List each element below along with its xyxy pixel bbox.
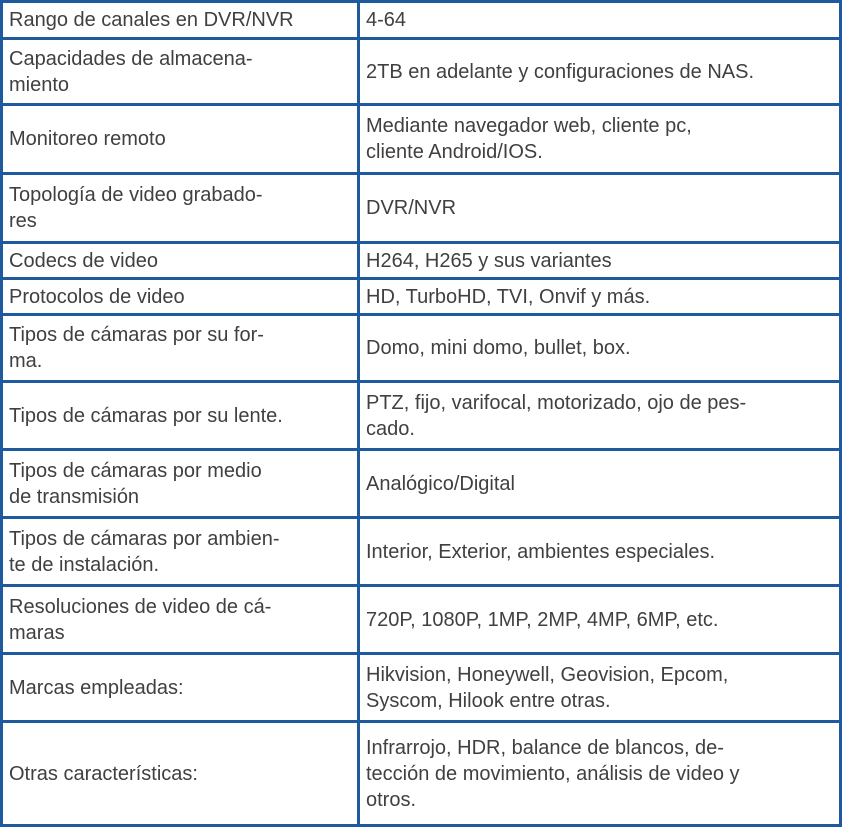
row-value: PTZ, fijo, varifocal, motorizado, ojo de… (357, 380, 842, 451)
table-row: Rango de canales en DVR/NVR 4-64 (0, 0, 842, 40)
table-row: Tipos de cámaras por su for- ma. Domo, mi… (0, 313, 842, 383)
row-label: Resoluciones de video de cá- maras (0, 584, 360, 655)
row-label: Monitoreo remoto (0, 103, 360, 175)
row-value: Analógico/Digital (357, 448, 842, 519)
row-label: Codecs de video (0, 241, 360, 280)
row-label: Protocolos de video (0, 277, 360, 316)
table-row: Marcas empleadas: Hikvision, Honeywell, G… (0, 652, 842, 723)
row-value: DVR/NVR (357, 172, 842, 244)
row-label: Tipos de cámaras por medio de transmisió… (0, 448, 360, 519)
row-value: HD, TurboHD, TVI, Onvif y más. (357, 277, 842, 316)
table-row: Topología de video grabado- res DVR/NVR (0, 172, 842, 244)
row-label: Tipos de cámaras por su lente. (0, 380, 360, 451)
row-label: Tipos de cámaras por su for- ma. (0, 313, 360, 383)
row-label: Tipos de cámaras por ambien- te de insta… (0, 516, 360, 587)
row-label: Capacidades de almacena- miento (0, 37, 360, 106)
row-label: Rango de canales en DVR/NVR (0, 0, 360, 40)
row-value: Infrarrojo, HDR, balance de blancos, de-… (357, 720, 842, 827)
row-value: 720P, 1080P, 1MP, 2MP, 4MP, 6MP, etc. (357, 584, 842, 655)
table-row: Monitoreo remoto Mediante navegador web, … (0, 103, 842, 175)
row-value: Domo, mini domo, bullet, box. (357, 313, 842, 383)
table-row: Codecs de video H264, H265 y sus variante… (0, 241, 842, 280)
row-label: Otras características: (0, 720, 360, 827)
table-row: Resoluciones de video de cá- maras 720P, … (0, 584, 842, 655)
table-row: Protocolos de video HD, TurboHD, TVI, Onv… (0, 277, 842, 316)
row-value: Hikvision, Honeywell, Geovision, Epcom, … (357, 652, 842, 723)
table-row: Tipos de cámaras por medio de transmisió… (0, 448, 842, 519)
table-row: Capacidades de almacena- miento 2TB en ad… (0, 37, 842, 106)
table-row: Tipos de cámaras por su lente. PTZ, fijo,… (0, 380, 842, 451)
table-row: Otras características: Infrarrojo, HDR, b… (0, 720, 842, 827)
row-value: 2TB en adelante y configuraciones de NAS… (357, 37, 842, 106)
row-label: Marcas empleadas: (0, 652, 360, 723)
row-label: Topología de video grabado- res (0, 172, 360, 244)
row-value: Interior, Exterior, ambientes especiales… (357, 516, 842, 587)
row-value: H264, H265 y sus variantes (357, 241, 842, 280)
row-value: Mediante navegador web, cliente pc, clie… (357, 103, 842, 175)
row-value: 4-64 (357, 0, 842, 40)
table-row: Tipos de cámaras por ambien- te de insta… (0, 516, 842, 587)
